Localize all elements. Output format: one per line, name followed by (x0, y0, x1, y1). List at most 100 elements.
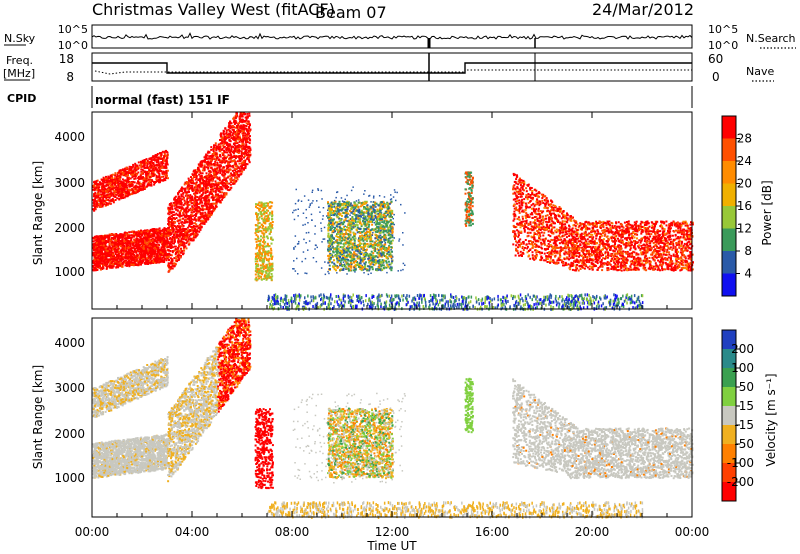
cpid-text: normal (fast) 151 IF (95, 93, 230, 107)
freq-label: Freq. (6, 54, 33, 67)
data-cell (112, 241, 114, 243)
data-cell (169, 237, 171, 239)
data-cell (127, 178, 129, 180)
data-cell (177, 210, 179, 212)
data-cell (247, 134, 249, 136)
data-cell (243, 120, 245, 122)
data-cell (210, 214, 212, 216)
data-cell (183, 246, 185, 248)
data-cell (248, 160, 250, 162)
data-cell (211, 183, 213, 185)
data-cell (198, 174, 200, 176)
data-cell (241, 162, 243, 164)
data-cell (152, 169, 154, 171)
data-cell (94, 192, 96, 194)
data-cell (176, 260, 178, 262)
data-cell (93, 262, 95, 264)
data-cell (248, 113, 250, 115)
data-cell (140, 231, 142, 233)
data-cell (189, 180, 191, 182)
data-cell (148, 241, 150, 243)
data-cell (136, 259, 138, 261)
data-cell (133, 251, 135, 253)
data-cell (156, 241, 158, 243)
data-cell (133, 264, 135, 266)
data-cell (173, 262, 175, 264)
data-cell (97, 252, 99, 254)
data-cell (146, 186, 148, 188)
data-cell (123, 189, 125, 191)
data-cell (194, 197, 196, 199)
data-cell (186, 211, 188, 213)
data-cell (179, 228, 181, 230)
data-cell (169, 225, 171, 227)
data-cell (149, 230, 151, 232)
data-cell (201, 175, 203, 177)
data-cell (218, 177, 220, 179)
data-cell (165, 243, 167, 245)
data-cell (146, 247, 148, 249)
data-cell (185, 208, 187, 210)
data-cell (122, 262, 124, 264)
data-cell (236, 113, 238, 115)
data-cell (186, 183, 188, 185)
data-cell (201, 226, 203, 228)
data-cell (137, 177, 139, 179)
data-cell (215, 193, 217, 195)
data-cell (191, 219, 193, 221)
data-cell (132, 253, 134, 255)
data-cell (183, 242, 185, 244)
data-cell (167, 152, 169, 154)
data-cell (223, 131, 225, 133)
data-cell (158, 167, 160, 169)
data-cell (152, 157, 154, 159)
data-cell (102, 198, 104, 200)
data-cell (119, 170, 121, 172)
data-cell (199, 229, 201, 231)
data-cell (244, 159, 246, 161)
data-cell (174, 197, 176, 199)
data-cell (138, 161, 140, 163)
data-cell (105, 265, 107, 267)
data-cell (189, 221, 191, 223)
data-cell (107, 236, 109, 238)
data-cell (156, 154, 158, 156)
data-cell (93, 247, 95, 249)
data-cell (135, 245, 137, 247)
data-cell (141, 172, 143, 174)
data-cell (149, 184, 151, 186)
data-cell (223, 147, 225, 149)
data-cell (101, 195, 103, 197)
data-cell (208, 181, 210, 183)
data-cell (106, 268, 108, 270)
data-cell (98, 245, 100, 247)
data-cell (194, 189, 196, 191)
data-cell (126, 180, 128, 182)
data-cell (185, 236, 187, 238)
data-cell (144, 165, 146, 167)
data-cell (111, 234, 113, 236)
data-cell (107, 176, 109, 178)
data-cell (144, 183, 146, 185)
data-cell (156, 233, 158, 235)
data-cell (193, 237, 195, 239)
data-cell (108, 180, 110, 182)
data-cell (111, 244, 113, 246)
data-cell (102, 182, 104, 184)
data-cell (175, 256, 177, 258)
data-cell (210, 159, 212, 161)
data-cell (121, 234, 123, 236)
data-cell (186, 221, 188, 223)
data-cell (133, 233, 135, 235)
data-cell (225, 180, 227, 182)
data-cell (146, 261, 148, 263)
data-cell (174, 221, 176, 223)
data-cell (243, 153, 245, 155)
data-cell (230, 187, 232, 189)
data-cell (216, 206, 218, 208)
data-cell (195, 226, 197, 228)
data-cell (128, 251, 130, 253)
beam-label: Beam 07 (315, 3, 387, 22)
data-cell (235, 163, 237, 165)
data-cell (215, 199, 217, 201)
